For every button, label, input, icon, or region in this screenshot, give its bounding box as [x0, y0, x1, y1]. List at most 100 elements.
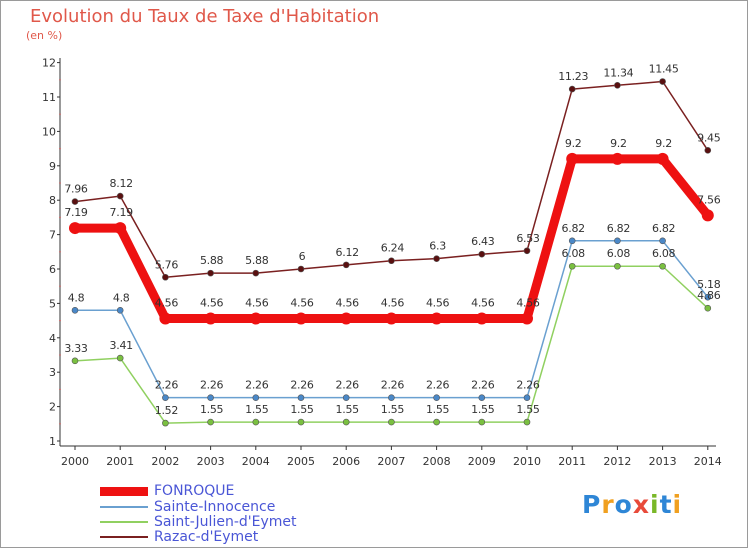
data-point-fonroque [204, 312, 217, 325]
data-label-fonroque: 7.19 [110, 206, 134, 219]
x-tick-label: 2014 [694, 455, 722, 468]
data-point-saint-julien-d-eymet [252, 418, 260, 426]
data-point-sainte-innocence [568, 237, 576, 245]
data-label-sainte-innocence: 4.8 [68, 291, 85, 304]
y-tick-label: 2 [49, 401, 56, 414]
data-label-saint-julien-d-eymet: 1.55 [426, 403, 450, 416]
data-label-sainte-innocence: 6.82 [652, 222, 675, 235]
data-point-fonroque [114, 222, 127, 235]
data-point-sainte-innocence [704, 293, 712, 301]
data-label-razac-d-eymet: 6.12 [336, 246, 359, 259]
data-label-sainte-innocence: 6.82 [607, 222, 630, 235]
data-label-saint-julien-d-eymet: 1.55 [471, 403, 495, 416]
data-point-saint-julien-d-eymet [523, 418, 531, 426]
data-label-razac-d-eymet: 9.45 [697, 131, 721, 144]
data-label-fonroque: 9.2 [565, 137, 582, 150]
data-label-saint-julien-d-eymet: 6.08 [652, 247, 676, 260]
y-tick-label: 11 [42, 91, 56, 104]
data-label-razac-d-eymet: 6.3 [429, 240, 446, 253]
data-point-sainte-innocence [478, 394, 486, 401]
x-tick-label: 2009 [468, 455, 496, 468]
data-label-sainte-innocence: 2.26 [381, 379, 405, 392]
data-label-razac-d-eymet: 6.53 [516, 232, 540, 245]
data-point-saint-julien-d-eymet [388, 418, 395, 426]
y-tick-label: 3 [49, 366, 56, 379]
data-label-fonroque: 4.56 [426, 297, 450, 310]
y-tick-label: 10 [42, 125, 56, 138]
data-point-fonroque [69, 222, 81, 235]
data-label-sainte-innocence: 2.26 [471, 379, 495, 392]
data-point-saint-julien-d-eymet [659, 262, 666, 270]
x-tick-label: 2002 [151, 455, 179, 468]
x-tick-label: 2004 [242, 455, 270, 468]
data-point-razac-d-eymet [71, 198, 79, 205]
data-point-razac-d-eymet [433, 255, 440, 262]
data-label-razac-d-eymet: 5.88 [200, 254, 224, 267]
data-point-sainte-innocence [388, 394, 395, 401]
data-point-fonroque [566, 152, 579, 165]
legend-item-fonroque: FONROQUE [100, 483, 360, 499]
data-point-razac-d-eymet [162, 273, 169, 281]
data-label-saint-julien-d-eymet: 3.33 [64, 342, 88, 355]
data-point-sainte-innocence [614, 237, 621, 245]
data-point-razac-d-eymet [297, 265, 305, 273]
data-label-razac-d-eymet: 6 [299, 250, 306, 263]
chart-title: Evolution du Taux de Taxe d'Habitation [30, 6, 380, 27]
data-label-fonroque: 7.19 [64, 206, 88, 219]
data-label-fonroque: 4.56 [200, 297, 224, 310]
data-point-saint-julien-d-eymet [478, 418, 486, 426]
legend-label-fonroque: FONROQUE [154, 483, 235, 499]
x-tick-label: 2006 [332, 455, 360, 468]
data-label-saint-julien-d-eymet: 1.55 [200, 403, 224, 416]
data-label-razac-d-eymet: 6.43 [471, 235, 495, 248]
chart-subtitle: (en %) [26, 29, 63, 42]
data-label-fonroque: 9.2 [655, 137, 672, 150]
x-tick-label: 2011 [558, 455, 586, 468]
data-label-fonroque: 4.56 [516, 297, 540, 310]
data-label-saint-julien-d-eymet: 6.08 [607, 247, 631, 260]
data-label-sainte-innocence: 6.82 [562, 222, 585, 235]
y-tick-label: 9 [49, 160, 56, 173]
data-point-fonroque [249, 312, 262, 325]
x-tick-label: 2003 [197, 455, 225, 468]
data-label-saint-julien-d-eymet: 3.41 [110, 339, 133, 352]
data-label-sainte-innocence: 2.26 [155, 379, 179, 392]
data-point-fonroque [701, 209, 714, 222]
data-point-razac-d-eymet [614, 82, 621, 89]
data-label-razac-d-eymet: 7.96 [64, 183, 88, 196]
data-point-fonroque [385, 312, 398, 325]
data-point-saint-julien-d-eymet [704, 304, 712, 312]
data-label-saint-julien-d-eymet: 1.55 [290, 403, 314, 416]
data-point-fonroque [159, 312, 172, 325]
data-point-razac-d-eymet [388, 257, 395, 265]
y-tick-label: 4 [49, 332, 56, 345]
data-label-saint-julien-d-eymet: 1.55 [381, 403, 405, 416]
data-point-razac-d-eymet [704, 147, 712, 154]
data-point-razac-d-eymet [523, 247, 531, 255]
data-label-sainte-innocence: 5.18 [697, 278, 721, 291]
y-tick-label: 1 [49, 435, 56, 448]
data-point-sainte-innocence [433, 394, 440, 401]
data-label-fonroque: 4.56 [290, 297, 314, 310]
legend-swatch-sainte-innocence [100, 506, 148, 508]
y-tick-label: 6 [49, 263, 56, 276]
x-tick-label: 2012 [603, 455, 631, 468]
data-label-saint-julien-d-eymet: 1.52 [155, 404, 178, 417]
data-point-sainte-innocence [162, 394, 169, 401]
chart-data-labels: 7.96 8.12 5.76 5.88 5.88 6 6.12 6.24 6.3 6.43 6.53… [64, 63, 721, 418]
data-label-saint-julien-d-eymet: 1.55 [336, 403, 360, 416]
data-label-razac-d-eymet: 11.23 [558, 70, 588, 83]
data-label-sainte-innocence: 2.26 [245, 379, 269, 392]
data-label-sainte-innocence: 2.26 [426, 379, 450, 392]
proxiti-logo: Proxiti [582, 490, 683, 519]
data-point-fonroque [430, 312, 443, 325]
data-label-sainte-innocence: 2.26 [200, 379, 224, 392]
data-label-fonroque: 4.56 [471, 297, 495, 310]
data-point-sainte-innocence [523, 394, 531, 401]
data-point-razac-d-eymet [116, 192, 124, 200]
data-label-sainte-innocence: 4.8 [113, 291, 130, 304]
data-label-fonroque: 4.56 [245, 297, 269, 310]
data-label-fonroque: 7.56 [697, 193, 721, 206]
